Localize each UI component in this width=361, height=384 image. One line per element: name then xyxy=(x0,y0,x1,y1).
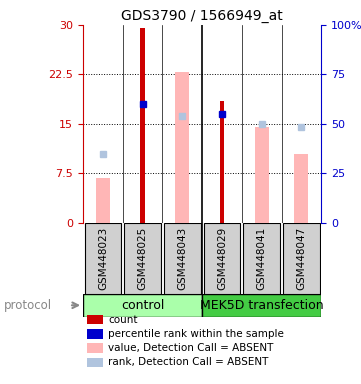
Text: MEK5D transfection: MEK5D transfection xyxy=(200,299,323,312)
Bar xyxy=(204,223,240,294)
Bar xyxy=(96,178,110,223)
Bar xyxy=(140,28,145,223)
Text: count: count xyxy=(108,315,138,325)
Text: GSM448041: GSM448041 xyxy=(257,227,267,290)
Text: GSM448025: GSM448025 xyxy=(138,227,148,290)
Text: GSM448023: GSM448023 xyxy=(98,227,108,290)
Bar xyxy=(295,154,308,223)
Bar xyxy=(243,223,280,294)
Bar xyxy=(175,73,189,223)
Bar xyxy=(219,101,225,223)
Bar xyxy=(124,223,161,294)
Bar xyxy=(83,294,202,317)
Text: percentile rank within the sample: percentile rank within the sample xyxy=(108,329,284,339)
Text: rank, Detection Call = ABSENT: rank, Detection Call = ABSENT xyxy=(108,358,269,367)
Text: control: control xyxy=(121,299,164,312)
Title: GDS3790 / 1566949_at: GDS3790 / 1566949_at xyxy=(121,8,283,23)
Bar xyxy=(202,294,321,317)
Text: GSM448047: GSM448047 xyxy=(296,227,306,290)
Bar xyxy=(283,223,320,294)
Text: GSM448029: GSM448029 xyxy=(217,227,227,290)
Text: protocol: protocol xyxy=(4,299,52,312)
Text: value, Detection Call = ABSENT: value, Detection Call = ABSENT xyxy=(108,343,274,353)
Text: GSM448043: GSM448043 xyxy=(177,227,187,290)
Bar xyxy=(84,223,121,294)
Bar xyxy=(255,127,269,223)
Bar xyxy=(164,223,201,294)
